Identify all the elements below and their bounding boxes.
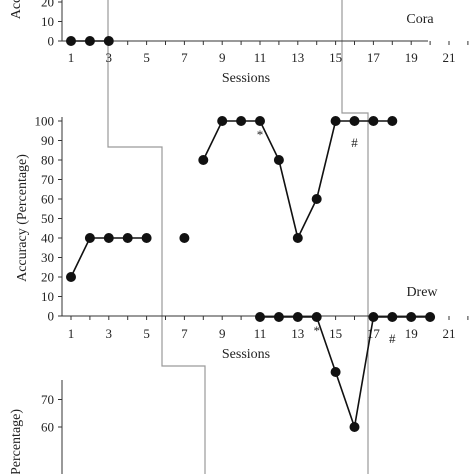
x-tick-label: 1 (68, 326, 75, 341)
participant-name: Drew (406, 285, 438, 300)
y-tick-label: 90 (41, 133, 54, 148)
x-tick-label: 13 (291, 50, 304, 65)
data-point (198, 155, 209, 165)
x-tick-label: 21 (443, 326, 456, 341)
data-point (273, 155, 284, 165)
annotation-mark: * (313, 323, 320, 338)
x-tick-label: 1 (68, 50, 75, 65)
y-tick-label: 0 (48, 309, 55, 324)
x-axis-label: Sessions (222, 347, 270, 362)
data-point (406, 312, 417, 322)
y-tick-label: 70 (41, 172, 54, 187)
series-line (260, 316, 431, 428)
data-point (330, 116, 341, 126)
data-point (141, 233, 152, 243)
data-point (84, 233, 95, 243)
data-point (349, 422, 360, 432)
data-point (387, 116, 398, 126)
y-tick-label: 10 (41, 289, 54, 304)
y-tick-label: 80 (41, 153, 54, 168)
data-point (255, 116, 265, 126)
annotation-mark: * (257, 127, 264, 142)
x-tick-label: 11 (254, 326, 267, 341)
x-tick-label: 11 (254, 50, 267, 65)
phase-change-lines (107, 0, 369, 474)
y-tick-label: 20 (41, 270, 54, 285)
phase-change-line-1 (107, 0, 206, 474)
series-line (202, 120, 393, 241)
x-axis-label: Sessions (222, 71, 270, 86)
y-tick-label: 50 (41, 211, 54, 226)
y-tick-label: 40 (41, 231, 54, 246)
data-point (217, 116, 228, 126)
data-point (236, 116, 247, 126)
x-tick-label: 19 (405, 326, 418, 341)
y-axis-label: Percentage) (9, 409, 24, 474)
data-point (368, 312, 379, 322)
x-tick-label: 3 (106, 326, 113, 341)
data-point (368, 116, 379, 126)
data-point (330, 367, 341, 377)
data-point (66, 272, 76, 282)
data-point (349, 116, 360, 126)
panel-cora: 01020135791113151719212325SessionsAccCor… (9, 0, 469, 86)
data-point (273, 312, 284, 322)
data-point (311, 194, 322, 204)
x-tick-label: 5 (143, 326, 150, 341)
y-tick-label: 60 (41, 420, 54, 435)
annotation-mark: # (351, 135, 358, 150)
x-tick-label: 9 (219, 50, 226, 65)
data-point (66, 36, 76, 46)
data-point (255, 312, 265, 322)
annotation-mark: # (389, 331, 396, 346)
data-point (103, 233, 114, 243)
x-tick-label: 19 (405, 50, 418, 65)
data-point (103, 36, 114, 46)
x-tick-label: 17 (367, 50, 381, 65)
x-tick-label: 15 (329, 50, 342, 65)
x-tick-label: 15 (329, 326, 342, 341)
y-axis-label: Acc (9, 0, 24, 19)
y-axis-label: Accuracy (Percentage) (15, 154, 30, 282)
y-tick-label: 60 (41, 192, 54, 207)
data-point (179, 233, 190, 243)
series-line (70, 237, 147, 278)
y-tick-label: 70 (41, 392, 54, 407)
x-tick-label: 7 (181, 326, 188, 341)
participant-name: Cora (406, 12, 434, 27)
data-point (311, 312, 322, 322)
y-tick-label: 10 (41, 14, 54, 29)
y-tick-label: 0 (48, 34, 55, 49)
data-point (425, 312, 436, 322)
data-point (292, 233, 303, 243)
y-tick-label: 100 (35, 114, 55, 129)
y-tick-label: 30 (41, 250, 54, 265)
x-tick-label: 13 (291, 326, 304, 341)
x-tick-label: 21 (443, 50, 456, 65)
data-point (122, 233, 133, 243)
data-point (387, 312, 398, 322)
data-point (84, 36, 95, 46)
x-tick-label: 7 (181, 50, 188, 65)
x-tick-label: 3 (106, 50, 113, 65)
y-tick-label: 20 (41, 0, 54, 10)
x-tick-label: 9 (219, 326, 226, 341)
x-tick-label: 5 (143, 50, 150, 65)
data-point (292, 312, 303, 322)
phase-change-line-2 (341, 0, 369, 474)
panel-drew: 0102030405060708090100135791113151719212… (15, 114, 469, 362)
